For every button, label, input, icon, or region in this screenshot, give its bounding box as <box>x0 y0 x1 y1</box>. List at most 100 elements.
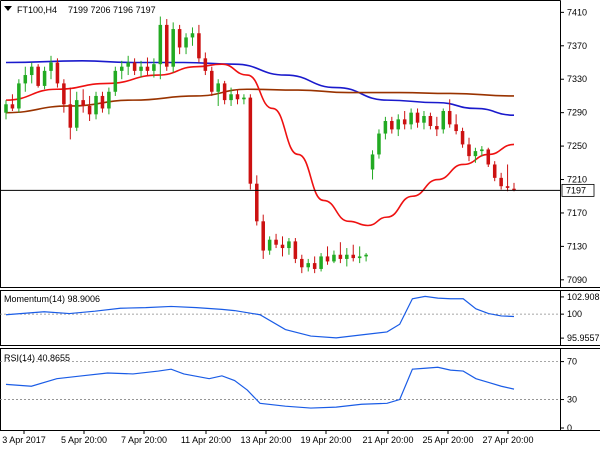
candle-body <box>29 66 34 76</box>
candle-body <box>370 154 375 170</box>
indicator-tick-label: 70 <box>567 357 577 367</box>
candle-body <box>17 83 21 109</box>
momentum-line <box>5 295 515 339</box>
candle-body <box>332 254 336 262</box>
candle-body <box>216 83 220 92</box>
indicator-tick-label: 95.9557 <box>567 333 600 343</box>
candle-body <box>428 116 433 127</box>
candle-body <box>210 70 214 92</box>
price-tick-label: 7330 <box>567 74 587 84</box>
chart-header: FT100,H4 7199 7206 7196 7197 <box>4 5 156 15</box>
indicator-tick-label: 102.9083 <box>567 292 600 302</box>
indicator-tick-label: 0 <box>567 423 572 433</box>
candle-body <box>441 110 446 130</box>
candle-body <box>480 149 484 152</box>
price-tick-label: 7410 <box>567 7 587 17</box>
candle-body <box>267 239 272 251</box>
candle-body <box>255 183 259 222</box>
moving-average-line-3 <box>5 63 515 227</box>
candle-body <box>467 144 471 157</box>
price-tick-label: 7130 <box>567 241 587 251</box>
current-price-label: 7197 <box>566 185 586 195</box>
time-tick-label: 25 Apr 20:00 <box>422 435 473 445</box>
candle-body <box>293 241 298 259</box>
candle-body <box>184 37 188 48</box>
candle-body <box>357 256 362 259</box>
moving-average-line-1 <box>5 60 515 116</box>
candle-body <box>23 75 28 84</box>
symbol-label: FT100,H4 <box>17 5 57 15</box>
candle-body <box>415 112 420 123</box>
candle-body <box>261 221 265 251</box>
time-axis: 3 Apr 2017 5 Apr 20:00 7 Apr 20:00 11 Apr 2… <box>2 430 534 445</box>
candle-body <box>197 33 201 59</box>
price-tick-label: 7090 <box>567 275 587 285</box>
rsi-line <box>5 366 515 409</box>
candle-body <box>345 254 349 259</box>
candle-body <box>229 94 233 101</box>
candle-body <box>512 188 516 191</box>
candle-body <box>203 58 208 71</box>
candle-body <box>274 239 278 245</box>
candle-body <box>390 121 394 130</box>
candle-body <box>68 104 73 128</box>
dropdown-triangle-icon <box>4 6 12 11</box>
price-tick-label: 7250 <box>567 141 587 151</box>
time-tick-label: 27 Apr 20:00 <box>482 435 533 445</box>
candle-body <box>248 97 253 184</box>
candle-body <box>87 105 92 115</box>
candle-body <box>505 186 510 188</box>
candle-body <box>119 66 124 71</box>
candle-body <box>4 104 8 113</box>
candle-body <box>100 95 105 109</box>
candle-body <box>447 110 452 125</box>
time-tick-label: 5 Apr 20:00 <box>61 435 107 445</box>
candle-body <box>55 62 60 84</box>
candlesticks <box>4 16 516 274</box>
candle-body <box>242 97 246 100</box>
candle-body <box>492 164 497 178</box>
candle-body <box>74 100 79 128</box>
candle-body <box>139 66 143 71</box>
candle-body <box>222 83 227 101</box>
candle-body <box>280 244 285 249</box>
candle-body <box>164 24 169 67</box>
candle-body <box>158 24 163 65</box>
candle-body <box>325 256 330 262</box>
candle-body <box>171 29 175 67</box>
candle-body <box>460 131 465 145</box>
candle-body <box>306 263 310 268</box>
candle-body <box>351 254 356 259</box>
candle-body <box>152 64 156 71</box>
candle-body <box>113 70 118 92</box>
indicator-tick-label: 100 <box>567 309 582 319</box>
candle-body <box>473 151 478 157</box>
candle-body <box>422 116 426 123</box>
candle-body <box>49 62 53 71</box>
candle-body <box>402 119 407 125</box>
candle-body <box>190 33 195 38</box>
current-price-tag <box>561 183 595 197</box>
candle-body <box>499 177 503 187</box>
time-tick-label: 11 Apr 20:00 <box>181 435 231 445</box>
candle-body <box>94 95 98 115</box>
candle-body <box>383 121 388 134</box>
candle-body <box>42 70 47 86</box>
indicator-tick-label: 30 <box>567 395 577 405</box>
rsi-label: RSI(14) 40.8655 <box>4 353 70 363</box>
candle-body <box>364 254 368 257</box>
price-tick-label: 7290 <box>567 108 587 118</box>
candle-body <box>300 258 304 268</box>
momentum-label: Momentum(14) 98.9006 <box>4 294 100 304</box>
candle-body <box>126 62 130 67</box>
candle-body <box>396 119 401 130</box>
momentum-pane: 102.9083 100 95.9557 Momentum(14) 98.9006 <box>0 290 600 346</box>
candle-body <box>435 126 439 130</box>
candle-body <box>454 124 458 132</box>
candle-body <box>312 263 317 269</box>
candle-body <box>132 62 137 71</box>
price-tick-label: 7210 <box>567 175 587 185</box>
candle-body <box>62 83 66 105</box>
candle-body <box>486 149 491 165</box>
